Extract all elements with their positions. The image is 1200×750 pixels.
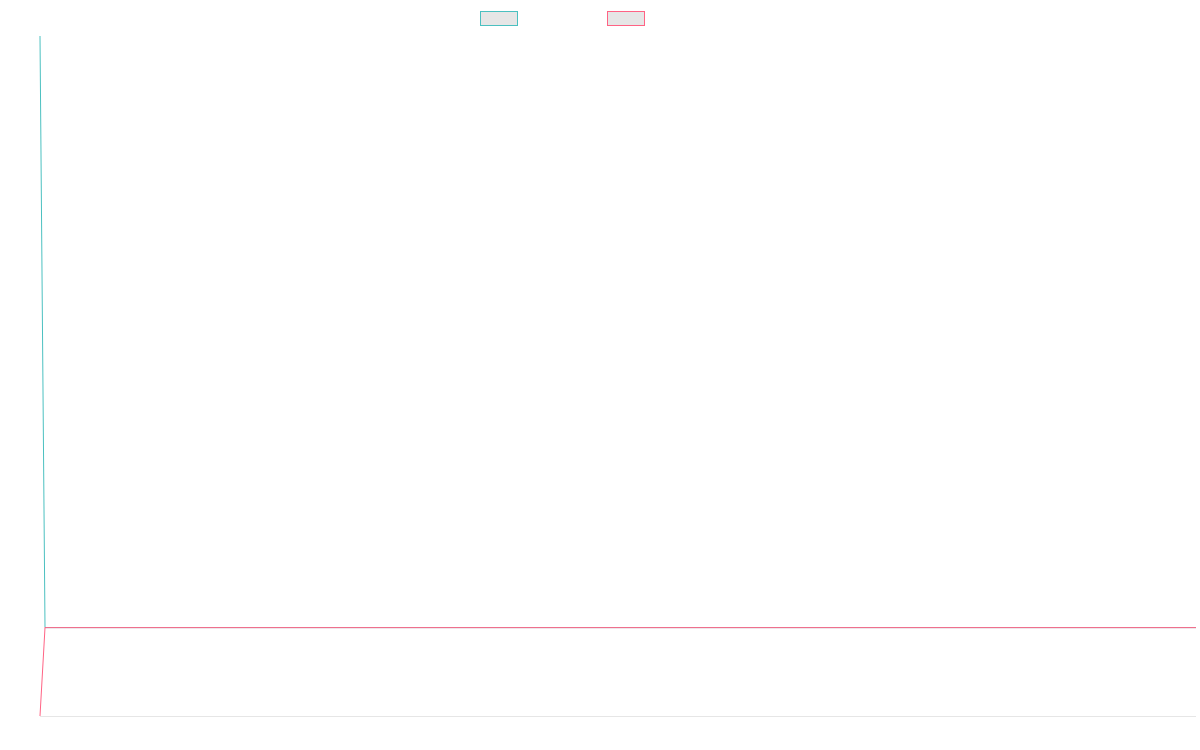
legend-swatch-series-2 bbox=[607, 10, 645, 26]
legend-item-series-1[interactable] bbox=[480, 10, 524, 26]
series-line-1 bbox=[39, 35, 1196, 629]
series-lines bbox=[39, 35, 1196, 717]
series-line-2 bbox=[39, 627, 1196, 717]
legend bbox=[480, 9, 651, 27]
legend-swatch-series-1 bbox=[480, 10, 518, 26]
legend-item-series-2[interactable] bbox=[607, 10, 651, 26]
